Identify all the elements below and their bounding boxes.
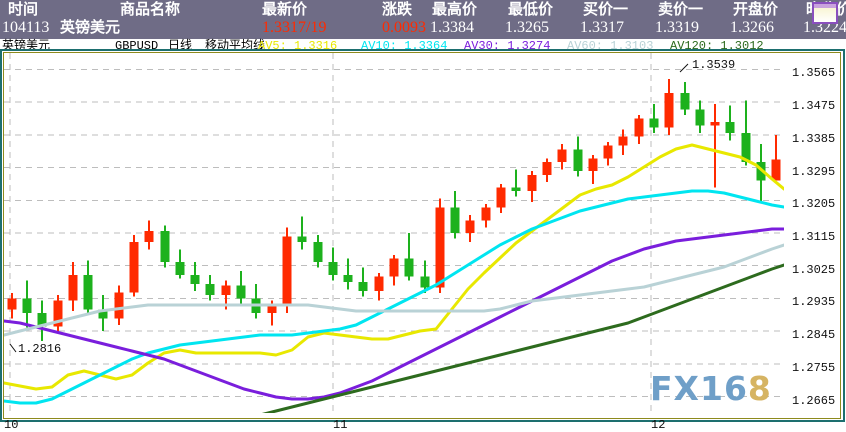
y-axis-tick-label: 1.3475 <box>792 99 836 114</box>
y-axis-tick-label: 1.2755 <box>792 360 836 375</box>
header-label-low: 最低价 <box>508 0 554 18</box>
header-label-time: 时间 <box>8 0 39 18</box>
high-price-annotation: 1.3539 <box>692 58 736 72</box>
price-axis-right: 1.3565 1.3475 1.3385 1.3295 1.3205 1.3115 1.30… <box>788 49 846 422</box>
header-value-ask: 1.3319 <box>655 19 699 36</box>
header-value-high: 1.3384 <box>430 19 474 36</box>
quote-header-labels: 时间商品名称最新价涨跌最高价最低价买价一卖价一开盘价昨收价 <box>0 0 846 19</box>
plot-outline <box>3 52 841 419</box>
header-value-bid: 1.3317 <box>580 19 624 36</box>
header-label-last: 最新价 <box>262 0 308 18</box>
header-label-change: 涨跌 <box>382 0 413 18</box>
quote-header-values: 104113 英镑美元 1.3317/19 0.0093 1.3384 1.3265 1.3… <box>0 18 846 37</box>
window-panel-icon[interactable] <box>812 2 838 24</box>
header-label-bid: 买价一 <box>583 0 629 18</box>
header-value-time: 104113 <box>2 19 50 36</box>
header-value-open: 1.3266 <box>730 19 774 36</box>
watermark-text-blue: FX16 <box>650 369 748 408</box>
plot-area[interactable] <box>4 53 784 413</box>
price-chart-svg <box>4 53 784 413</box>
y-axis-tick-label: 1.2845 <box>792 328 836 343</box>
x-axis-tick-label: 10 <box>4 418 19 432</box>
fx168-watermark: FX168 <box>650 372 774 406</box>
header-label-name: 商品名称 <box>120 0 181 18</box>
watermark-text-gold: 8 <box>747 369 772 408</box>
y-axis-tick-label: 1.3385 <box>792 131 836 146</box>
x-axis-tick-label: 12 <box>651 418 666 432</box>
y-axis-tick-label: 1.3205 <box>792 197 836 212</box>
y-axis-tick-label: 1.2935 <box>792 295 836 310</box>
y-axis-tick-label: 1.3295 <box>792 164 836 179</box>
time-axis-bottom: 10 11 12 <box>0 418 846 432</box>
y-axis-tick-label: 1.3115 <box>792 230 836 244</box>
y-axis-tick-label: 1.3565 <box>792 66 836 81</box>
low-price-annotation: 1.2816 <box>18 342 62 356</box>
header-label-high: 最高价 <box>432 0 478 18</box>
x-axis-tick-label: 11 <box>333 418 348 432</box>
header-label-ask: 卖价一 <box>658 0 704 18</box>
header-label-open: 开盘价 <box>733 0 779 18</box>
quote-header: 时间商品名称最新价涨跌最高价最低价买价一卖价一开盘价昨收价 104113英镑美元… <box>0 0 846 39</box>
header-value-last: 1.3317/19 <box>262 19 327 36</box>
header-value-name: 英镑美元 <box>60 18 121 36</box>
y-axis-tick-label: 1.3025 <box>792 262 836 277</box>
header-value-low: 1.3265 <box>505 19 549 36</box>
y-axis-tick-label: 1.2665 <box>792 393 836 408</box>
header-value-change: 0.0093 <box>382 19 426 36</box>
